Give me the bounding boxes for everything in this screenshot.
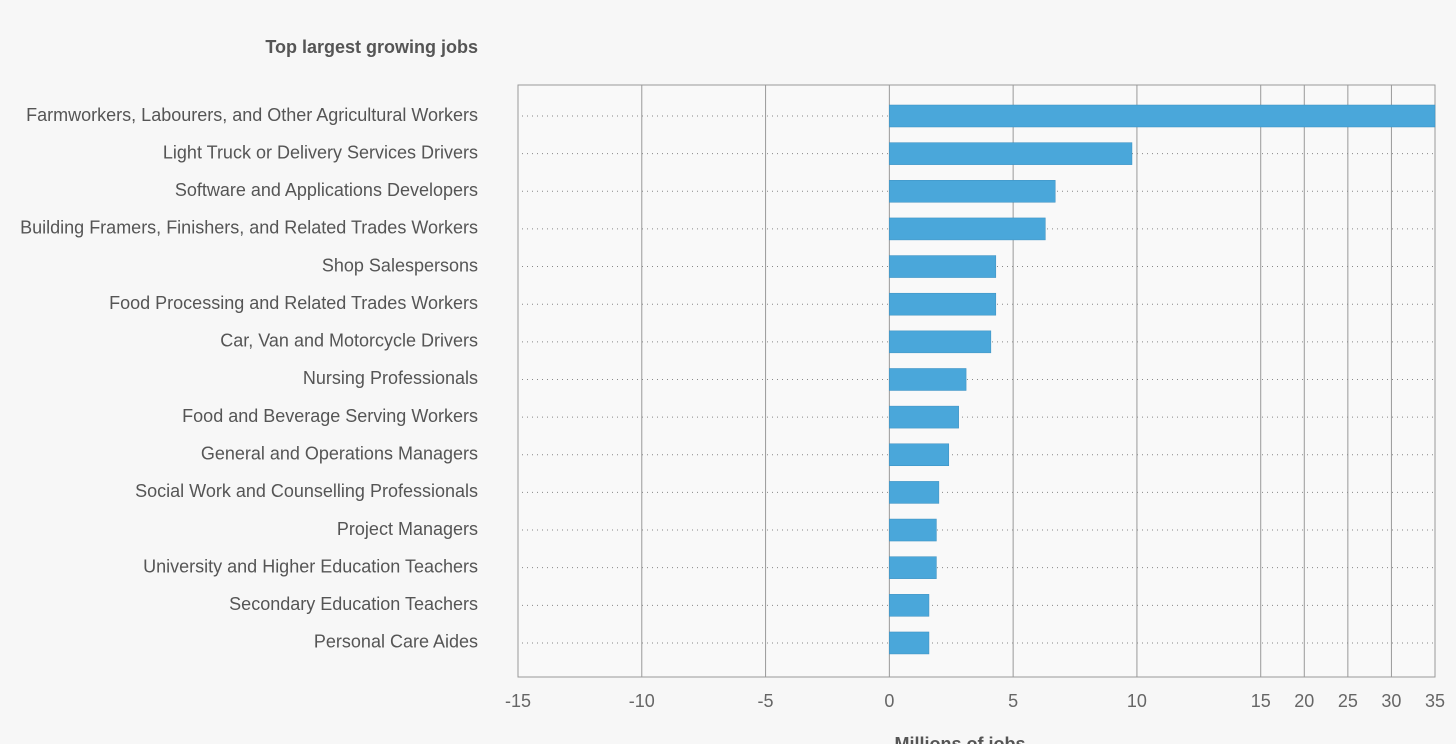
bar <box>889 217 1046 241</box>
x-tick-label: 35 <box>1425 691 1445 711</box>
y-tick-label: Nursing Professionals <box>303 368 478 388</box>
bar <box>889 368 967 391</box>
y-tick-label: Building Framers, Finishers, and Related… <box>20 218 478 238</box>
bar <box>889 405 959 429</box>
x-tick-label: 25 <box>1338 691 1358 711</box>
y-tick-label: Social Work and Counselling Professional… <box>135 481 478 501</box>
bar <box>889 180 1056 203</box>
y-tick-label: Software and Applications Developers <box>175 180 478 200</box>
bar <box>889 330 992 354</box>
x-tick-label: 0 <box>884 691 894 711</box>
x-tick-label: -10 <box>629 691 655 711</box>
x-tick-label: 15 <box>1251 691 1271 711</box>
y-tick-label: Food and Beverage Serving Workers <box>182 406 478 426</box>
y-tick-label: Car, Van and Motorcycle Drivers <box>220 331 478 351</box>
bar <box>889 443 950 467</box>
chart-title: Top largest growing jobs <box>265 37 478 57</box>
y-tick-label: Farmworkers, Labourers, and Other Agricu… <box>26 105 478 125</box>
y-tick-label: Secondary Education Teachers <box>229 594 478 614</box>
x-axis-label: Millions of jobs <box>895 734 1026 744</box>
plot-frame <box>517 84 1436 678</box>
y-tick-label: Food Processing and Related Trades Worke… <box>109 293 478 313</box>
x-tick-label: -5 <box>758 691 774 711</box>
bar <box>889 556 937 579</box>
bar <box>889 631 930 655</box>
bar <box>889 142 1133 165</box>
y-tick-label: University and Higher Education Teachers <box>143 556 478 576</box>
x-tick-label: 5 <box>1008 691 1018 711</box>
bar <box>889 255 997 278</box>
x-tick-label: -15 <box>505 691 531 711</box>
bar <box>889 292 997 316</box>
y-tick-label: Project Managers <box>337 519 478 539</box>
y-tick-label: Shop Salespersons <box>322 255 478 275</box>
x-tick-label: 20 <box>1294 691 1314 711</box>
bar <box>889 481 940 504</box>
y-tick-label: Light Truck or Delivery Services Drivers <box>163 142 478 162</box>
x-tick-label: 10 <box>1127 691 1147 711</box>
y-tick-label: General and Operations Managers <box>201 444 478 464</box>
x-tick-label: 30 <box>1381 691 1401 711</box>
bar <box>889 104 1436 128</box>
y-tick-label: Personal Care Aides <box>314 632 478 652</box>
bar <box>889 518 937 542</box>
bar <box>889 594 930 617</box>
